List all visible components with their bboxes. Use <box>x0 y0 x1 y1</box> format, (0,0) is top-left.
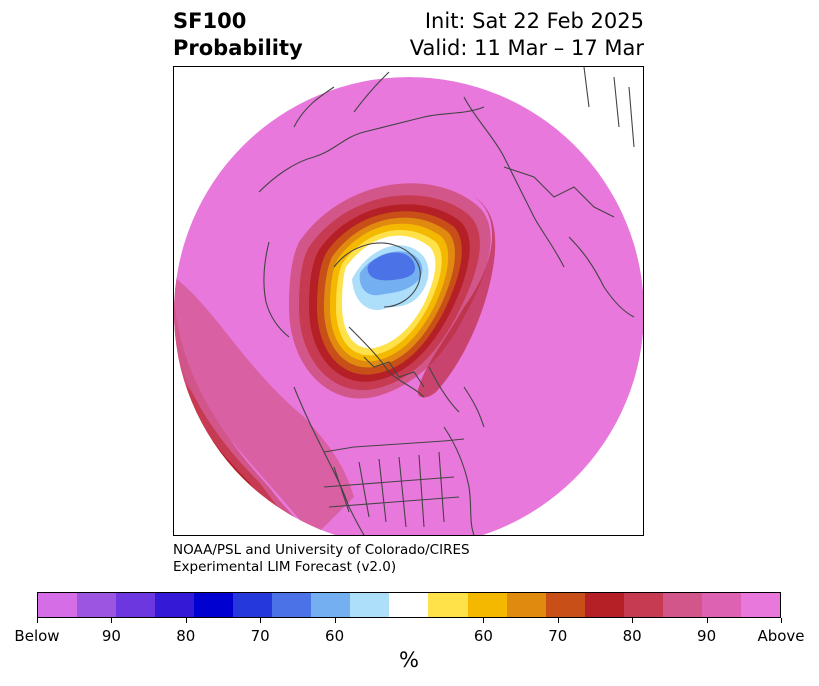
colorbar-tick-label: Below <box>14 627 60 645</box>
credit-line-2: Experimental LIM Forecast (v2.0) <box>173 559 397 575</box>
coast-north-asia <box>293 71 390 128</box>
colorbar-segment <box>740 593 780 617</box>
coast-siberia <box>258 106 485 193</box>
colorbar-segment <box>116 593 156 617</box>
border-europe <box>503 166 615 218</box>
product-title: SF100 <box>173 9 247 33</box>
colorbar-segment <box>272 593 312 617</box>
colorbar-segment <box>233 593 273 617</box>
borders-states <box>333 451 445 528</box>
colorbar-tick-label: 60 <box>473 627 493 645</box>
contour-center-11 <box>367 252 416 281</box>
title-block-right: Init: Sat 22 Feb 2025 Valid: 11 Mar – 17… <box>410 8 644 62</box>
probability-field <box>174 77 643 535</box>
colorbar-tick-label: 70 <box>548 627 568 645</box>
colorbar-segment <box>467 593 507 617</box>
contour-east-band <box>417 197 496 398</box>
colorbar-tick-mark <box>632 618 634 623</box>
colorbar-segment <box>77 593 117 617</box>
colorbar-tick-label: 90 <box>101 627 121 645</box>
colorbar <box>37 592 781 618</box>
colorbar-tick-mark <box>185 618 187 623</box>
colorbar-segment <box>155 593 195 617</box>
colorbar-tick-label: Above <box>757 627 805 645</box>
coastlines <box>258 67 635 535</box>
colorbar-tick-label: 60 <box>325 627 345 645</box>
colorbar-segment <box>194 593 234 617</box>
title-block-left: SF100 Probability <box>173 8 303 62</box>
colorbar-segment <box>428 593 468 617</box>
product-subtitle: Probability <box>173 36 303 60</box>
colorbar-tick-mark <box>706 618 708 623</box>
colorbar-segment <box>38 593 78 617</box>
colorbar-tick-mark <box>111 618 113 623</box>
colorbar-tick-label: 70 <box>250 627 270 645</box>
coast-canada-islands <box>363 356 425 388</box>
init-date: Init: Sat 22 Feb 2025 <box>424 9 644 33</box>
polar-map <box>174 67 643 535</box>
colorbar-tick-label: 80 <box>622 627 642 645</box>
colorbar-units: % <box>399 648 419 672</box>
coast-greenland-arctic <box>333 242 421 308</box>
colorbar-segment <box>584 593 624 617</box>
credit-block: NOAA/PSL and University of Colorado/CIRE… <box>173 542 470 576</box>
colorbar-tick-mark <box>557 618 559 623</box>
contour-pacific <box>174 277 354 535</box>
borders-states-horizontal <box>323 476 460 508</box>
coast-hudson <box>348 326 425 398</box>
colorbar-segment <box>506 593 546 617</box>
coast-east-america <box>443 426 475 535</box>
coast-west-america <box>293 386 365 535</box>
colorbar-tick-label: 80 <box>176 627 196 645</box>
valid-range: Valid: 11 Mar – 17 Mar <box>409 36 644 60</box>
colorbar-tick-mark <box>334 618 336 623</box>
credit-line-1: NOAA/PSL and University of Colorado/CIRE… <box>173 542 470 558</box>
colorbar-tick-mark <box>260 618 262 623</box>
coast-labrador <box>428 366 485 428</box>
colorbar-tick-mark <box>37 618 38 623</box>
borders-asia <box>583 67 635 148</box>
colorbar-segment <box>623 593 663 617</box>
coast-alaska <box>263 241 290 338</box>
colorbar-segment <box>701 593 741 617</box>
colorbar-tick-mark <box>781 618 782 623</box>
colorbar-tick-mark <box>483 618 485 623</box>
colorbar-segment <box>311 593 351 617</box>
coast-europe <box>463 96 565 268</box>
border-us-canada <box>323 438 465 453</box>
colorbar-segment <box>350 593 390 617</box>
colorbar-segment <box>545 593 585 617</box>
map-panel <box>173 66 644 536</box>
colorbar-segment <box>389 593 429 617</box>
colorbar-segment <box>662 593 702 617</box>
colorbar-tick-label: 90 <box>697 627 717 645</box>
coast-mediterranean <box>568 236 635 318</box>
